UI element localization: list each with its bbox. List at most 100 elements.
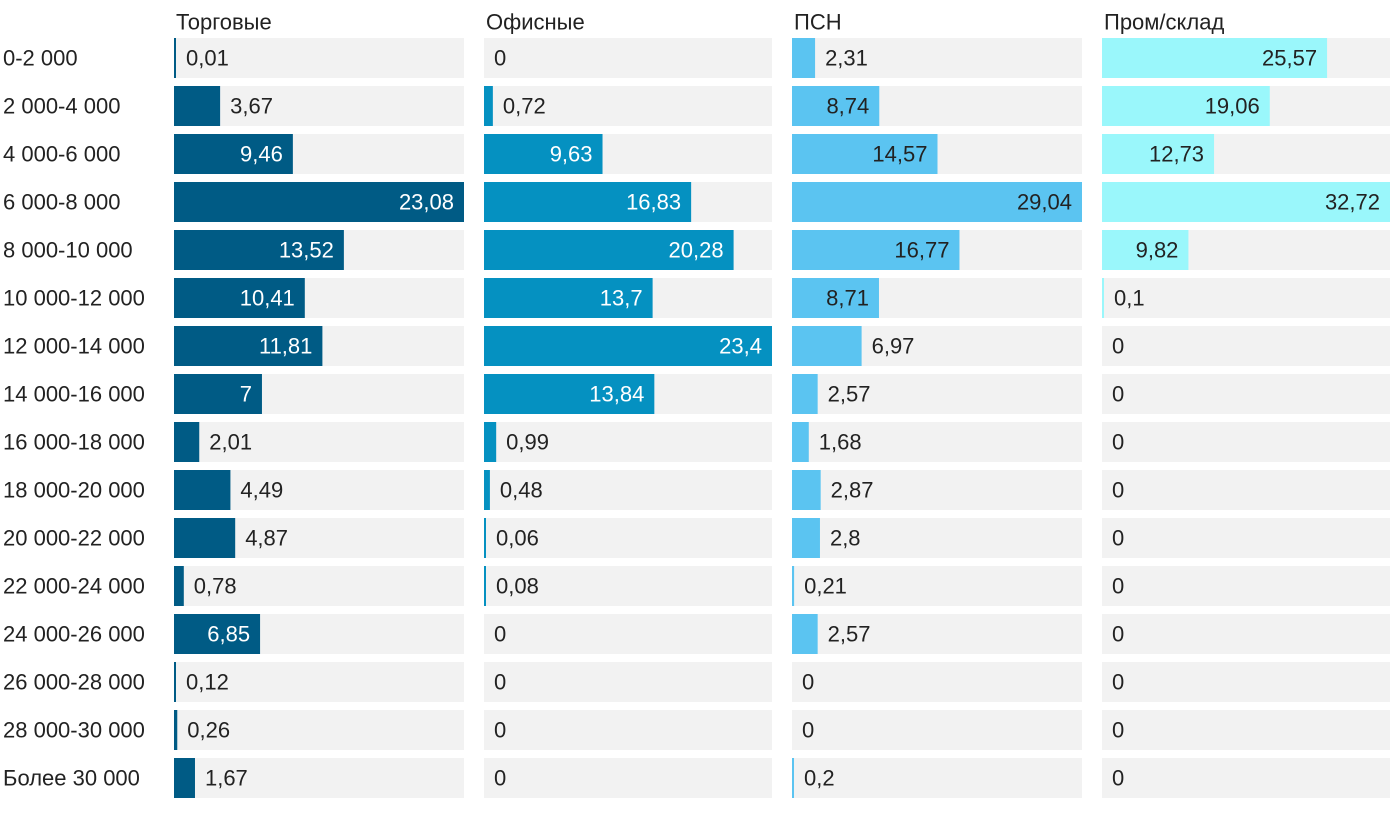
data-label: 0,12 [186, 670, 229, 695]
data-label: 0 [1112, 478, 1124, 503]
bar-track [484, 758, 772, 798]
panel-title: Торговые [176, 10, 272, 35]
bar [484, 374, 655, 414]
bar [792, 38, 816, 78]
bar [792, 182, 1082, 222]
bar [1102, 86, 1270, 126]
data-label: 10,41 [240, 286, 295, 311]
data-label: 23,4 [719, 334, 762, 359]
bar [792, 614, 818, 654]
bar-track [792, 422, 1082, 462]
bar-track [792, 566, 1082, 606]
bar [792, 230, 960, 270]
data-label: 6,97 [872, 334, 915, 359]
data-label: 0 [494, 718, 506, 743]
data-label: 0,78 [194, 574, 237, 599]
bar [792, 518, 820, 558]
data-label: 0 [1112, 430, 1124, 455]
bar [174, 566, 184, 606]
data-label: 19,06 [1205, 94, 1260, 119]
data-label: 4,49 [240, 478, 283, 503]
data-label: 0,01 [186, 46, 229, 71]
bar-track [1102, 566, 1390, 606]
bar [484, 182, 692, 222]
bar-track [1102, 758, 1390, 798]
data-label: 13,7 [600, 286, 643, 311]
bar [792, 470, 821, 510]
data-label: 0 [494, 46, 506, 71]
bar-track [1102, 614, 1390, 654]
bar [1102, 38, 1328, 78]
data-label: 2,8 [830, 526, 861, 551]
bar-track [484, 566, 772, 606]
bar-track [174, 422, 464, 462]
data-label: 16,83 [626, 190, 681, 215]
data-label: 0,08 [496, 574, 539, 599]
bar-track [1102, 518, 1390, 558]
data-label: 0,48 [500, 478, 543, 503]
data-label: 0,99 [506, 430, 549, 455]
data-label: 0,72 [503, 94, 546, 119]
category-label: 26 000-28 000 [3, 670, 145, 695]
bar-track [484, 86, 772, 126]
category-label: 16 000-18 000 [3, 430, 145, 455]
data-label: 8,71 [826, 286, 869, 311]
bar-track [1102, 326, 1390, 366]
bar [484, 134, 603, 174]
data-label: 0 [1112, 766, 1124, 791]
bar-track [484, 38, 772, 78]
data-label: 11,81 [259, 334, 312, 359]
bar-track [174, 566, 464, 606]
data-label: 0 [494, 622, 506, 647]
bar [792, 374, 818, 414]
data-label: 0 [1112, 334, 1124, 359]
bar [174, 278, 305, 318]
bar [484, 566, 486, 606]
bar [1102, 134, 1215, 174]
data-label: 16,77 [894, 238, 949, 263]
data-label: 0,26 [187, 718, 230, 743]
bar [484, 326, 772, 366]
bar-track [174, 710, 464, 750]
bar-track [1102, 470, 1390, 510]
data-label: 12,73 [1149, 142, 1204, 167]
bar-track [792, 518, 1082, 558]
bar [174, 422, 200, 462]
data-label: 2,57 [828, 622, 871, 647]
bar-track [484, 614, 772, 654]
bar [792, 278, 879, 318]
bar [174, 710, 178, 750]
category-label: 28 000-30 000 [3, 718, 145, 743]
data-label: 0 [1112, 574, 1124, 599]
bar [174, 182, 464, 222]
data-label: 0 [1112, 526, 1124, 551]
data-label: 23,08 [399, 190, 454, 215]
category-label: 10 000-12 000 [3, 286, 145, 311]
category-label: 2 000-4 000 [3, 94, 120, 119]
bar [792, 326, 862, 366]
bar [174, 662, 176, 702]
bar [484, 422, 497, 462]
bar [174, 134, 293, 174]
category-label: 0-2 000 [3, 46, 78, 71]
bar [792, 422, 809, 462]
data-label: 14,57 [872, 142, 927, 167]
data-label: 2,57 [828, 382, 871, 407]
bar-track [1102, 374, 1390, 414]
bar-track [174, 758, 464, 798]
bar [174, 614, 261, 654]
bar [1102, 278, 1104, 318]
bar [174, 470, 231, 510]
data-label: 2,87 [831, 478, 874, 503]
bar-track [1102, 710, 1390, 750]
data-label: 2,01 [209, 430, 252, 455]
bar-track [174, 38, 464, 78]
bar-track [484, 710, 772, 750]
panel-title: Офисные [486, 10, 585, 35]
bar-track [484, 422, 772, 462]
bar-track [792, 38, 1082, 78]
category-label: 14 000-16 000 [3, 382, 145, 407]
data-label: 6,85 [207, 622, 250, 647]
data-label: 4,87 [245, 526, 288, 551]
